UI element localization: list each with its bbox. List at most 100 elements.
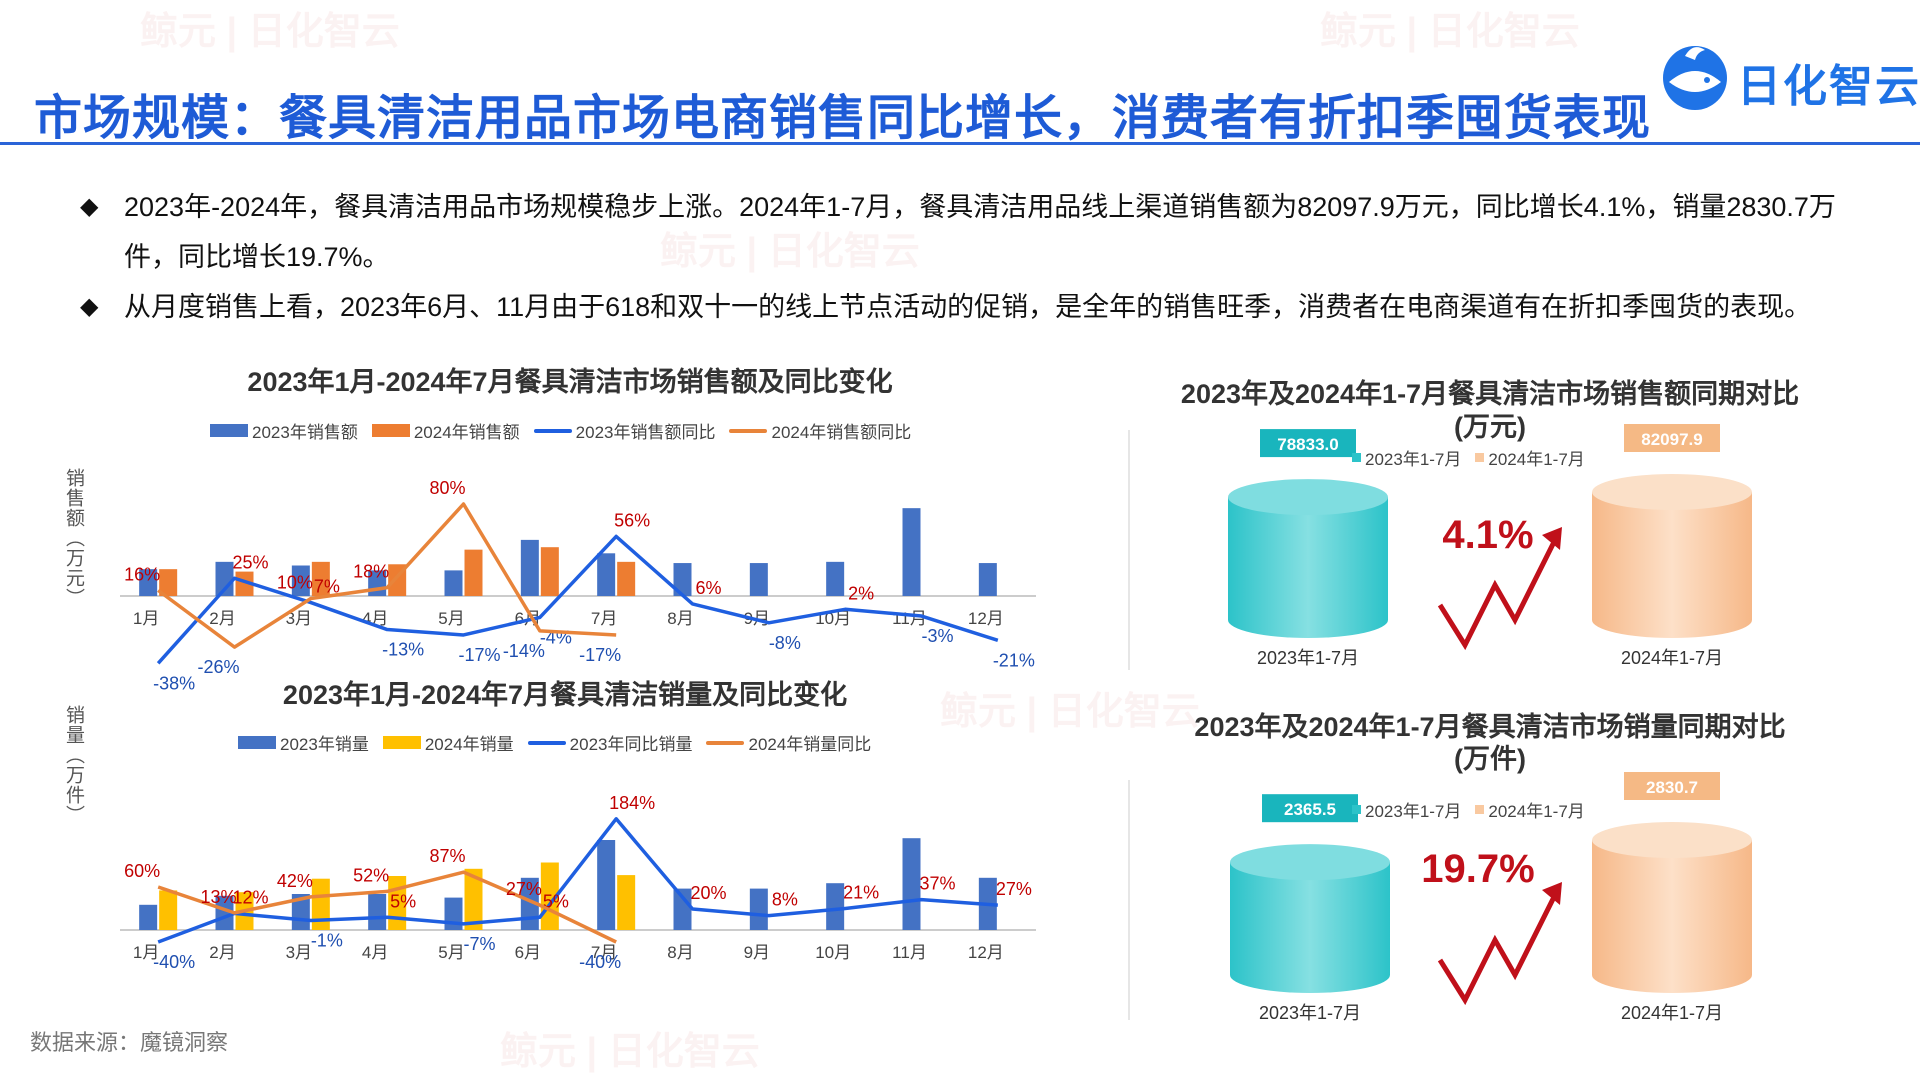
legend-label: 2023年销售额 <box>252 423 358 442</box>
data-label-2023-yoy: 12% <box>232 887 268 907</box>
data-label-2024-yoy: 27% <box>506 879 542 899</box>
data-label-2024-yoy: -17% <box>579 645 621 665</box>
data-label-2024-yoy: 42% <box>277 871 313 891</box>
growth-rate: 19.7% <box>1421 847 1534 891</box>
x-tick-label: 12月 <box>968 609 1004 628</box>
legend-label: 2024年销量同比 <box>748 735 872 754</box>
bar-2023 <box>139 569 158 596</box>
x-tick-label: 12月 <box>968 943 1004 962</box>
data-label-2023-yoy: -1% <box>311 931 343 951</box>
x-tick-label: 10月 <box>815 943 851 962</box>
bar-2023 <box>673 563 692 596</box>
watermark: 鲸元 | 日化智云 <box>140 11 400 53</box>
bar-2024 <box>464 549 483 596</box>
x-tick-label: 2024年1-7月 <box>1621 648 1723 668</box>
bar-2024 <box>617 561 636 596</box>
data-label-2023-yoy: 184% <box>609 793 655 813</box>
value-badge <box>1262 794 1358 823</box>
cylinder-2023-body <box>1228 497 1388 638</box>
x-tick-label: 2023年1-7月 <box>1259 1003 1361 1023</box>
value-label: 78833.0 <box>1277 435 1338 454</box>
value-label: 2365.5 <box>1284 800 1336 819</box>
data-label-2023-yoy: -38% <box>153 673 195 693</box>
logo-text: 日化智云 <box>1737 62 1920 111</box>
value-badge <box>1624 424 1720 452</box>
growth-arrowhead-icon <box>1542 882 1562 905</box>
watermark: 鲸元 | 日化智云 <box>500 1031 760 1073</box>
data-label-2023-yoy: -17% <box>458 645 500 665</box>
page-title: 市场规模：餐具清洁用品市场电商销售同比增长，消费者有折扣季囤货表现 <box>34 92 1652 145</box>
legend-label: 2023年1-7月 <box>1365 450 1462 469</box>
data-label-2024-yoy: 10% <box>277 573 313 593</box>
x-tick-label: 2024年1-7月 <box>1621 1003 1723 1023</box>
legend-label: 2023年销量 <box>280 735 369 754</box>
cylinder-2024-body <box>1592 492 1752 638</box>
bar-2023 <box>291 565 310 596</box>
bar-2024 <box>159 890 178 930</box>
data-label-2023-yoy: 5% <box>543 891 569 911</box>
growth-arrow-icon <box>1437 893 1558 1006</box>
chart1-legend: 2023年销售额 2024年销售额 2023年销售额同比 2024年销售额同比 <box>210 418 919 443</box>
cylinder-2024-top <box>1592 474 1752 510</box>
data-label-2023-yoy: 27% <box>996 879 1032 899</box>
data-label-2023-yoy: -40% <box>153 952 195 972</box>
chart3-legend: 2023年1-7月 2024年1-7月 <box>1352 445 1593 470</box>
diamond-bullet-icon: ◆ <box>80 193 99 220</box>
bar-2023 <box>368 894 387 930</box>
line-2023-yoy <box>157 817 998 944</box>
chart2-ylabel: 销量（万件） <box>63 705 84 825</box>
data-label-2024-yoy: -14% <box>503 641 545 661</box>
chart2-title: 2023年1月-2024年7月餐具清洁销量及同比变化 <box>282 680 848 710</box>
data-label-2023-yoy: 5% <box>390 891 416 911</box>
bar-2023 <box>215 561 234 596</box>
brand-logo: 日化智云 <box>1655 36 1919 116</box>
data-label-2023-yoy: 37% <box>919 874 955 894</box>
x-tick-label: 7月 <box>591 943 617 962</box>
growth-rate: 4.1% <box>1442 513 1533 557</box>
growth-arrowhead-icon <box>1542 527 1562 550</box>
x-tick-label: 4月 <box>362 943 388 962</box>
bar-2023 <box>902 838 921 930</box>
data-label-2024-yoy: 80% <box>429 478 465 498</box>
chart1-title: 2023年1月-2024年7月餐具清洁市场销售额及同比变化 <box>247 367 893 397</box>
x-tick-label: 5月 <box>438 943 464 962</box>
data-label-2024-yoy: -40% <box>579 952 621 972</box>
data-source: 数据来源：魔镜洞察 <box>30 1030 229 1055</box>
diamond-bullet-icon: ◆ <box>80 293 99 320</box>
legend-label: 2024年1-7月 <box>1488 802 1585 821</box>
bar-2023 <box>826 561 845 596</box>
x-tick-label: 8月 <box>667 943 693 962</box>
watermark: 鲸元 | 日化智云 <box>1320 11 1580 53</box>
bar-2023 <box>597 553 616 596</box>
x-tick-label: 2月 <box>209 943 235 962</box>
bullet-text: 从月度销售上看，2023年6月、11月由于618和双十一的线上节点活动的促销，是… <box>124 292 1812 322</box>
bar-2023 <box>749 888 768 930</box>
value-label: 2830.7 <box>1646 778 1698 797</box>
chart3-subtitle: (万元) <box>1454 412 1526 442</box>
bar-2023 <box>978 563 997 596</box>
x-tick-label: 3月 <box>286 609 312 628</box>
data-label-2023-yoy: 6% <box>695 578 721 598</box>
chart4-legend: 2023年1-7月 2024年1-7月 <box>1352 797 1593 822</box>
x-tick-label: 6月 <box>515 943 541 962</box>
data-label-2023-yoy: 2% <box>848 583 874 603</box>
bullet-2: ◆ 从月度销售上看，2023年6月、11月由于618和双十一的线上节点活动的促销… <box>80 282 1860 332</box>
cylinder-2024-top <box>1592 822 1752 858</box>
data-label-2023-yoy: 21% <box>843 882 879 902</box>
chart1-ylabel: 销售额（万元） <box>63 468 84 608</box>
data-label-2024-yoy: -26% <box>197 657 239 677</box>
bar-2023 <box>215 895 234 930</box>
legend-label: 2024年销售额 <box>413 423 520 442</box>
bar-2024 <box>235 571 254 596</box>
x-tick-label: 1月 <box>133 609 159 628</box>
data-label-2023-yoy: 8% <box>772 890 798 910</box>
bar-2023 <box>139 904 158 930</box>
panel-divider <box>1128 780 1130 1020</box>
data-label-2023-yoy: -21% <box>993 650 1035 670</box>
bar-2024 <box>311 878 330 930</box>
cylinder-2023-top <box>1230 844 1390 881</box>
panel-divider <box>1128 430 1130 670</box>
legend-label: 2023年1-7月 <box>1365 802 1462 821</box>
bar-2024 <box>311 561 330 596</box>
